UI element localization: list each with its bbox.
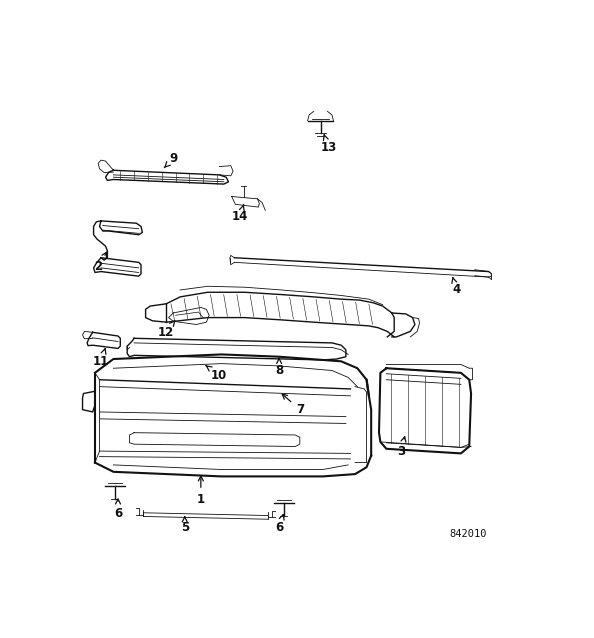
- Text: 14: 14: [232, 204, 248, 223]
- Text: 13: 13: [320, 135, 336, 154]
- Text: 7: 7: [282, 394, 304, 416]
- Text: 9: 9: [165, 152, 178, 168]
- Text: 3: 3: [397, 437, 406, 457]
- Text: 10: 10: [206, 366, 228, 382]
- Text: 1: 1: [197, 476, 205, 506]
- Text: 8: 8: [275, 358, 283, 377]
- Text: 12: 12: [157, 321, 175, 339]
- Text: 11: 11: [93, 349, 109, 368]
- Text: 2: 2: [94, 252, 107, 274]
- Text: 842010: 842010: [449, 529, 486, 539]
- Text: 6: 6: [114, 499, 122, 520]
- Text: 6: 6: [275, 514, 284, 533]
- Text: 4: 4: [452, 278, 460, 297]
- Text: 5: 5: [181, 517, 189, 533]
